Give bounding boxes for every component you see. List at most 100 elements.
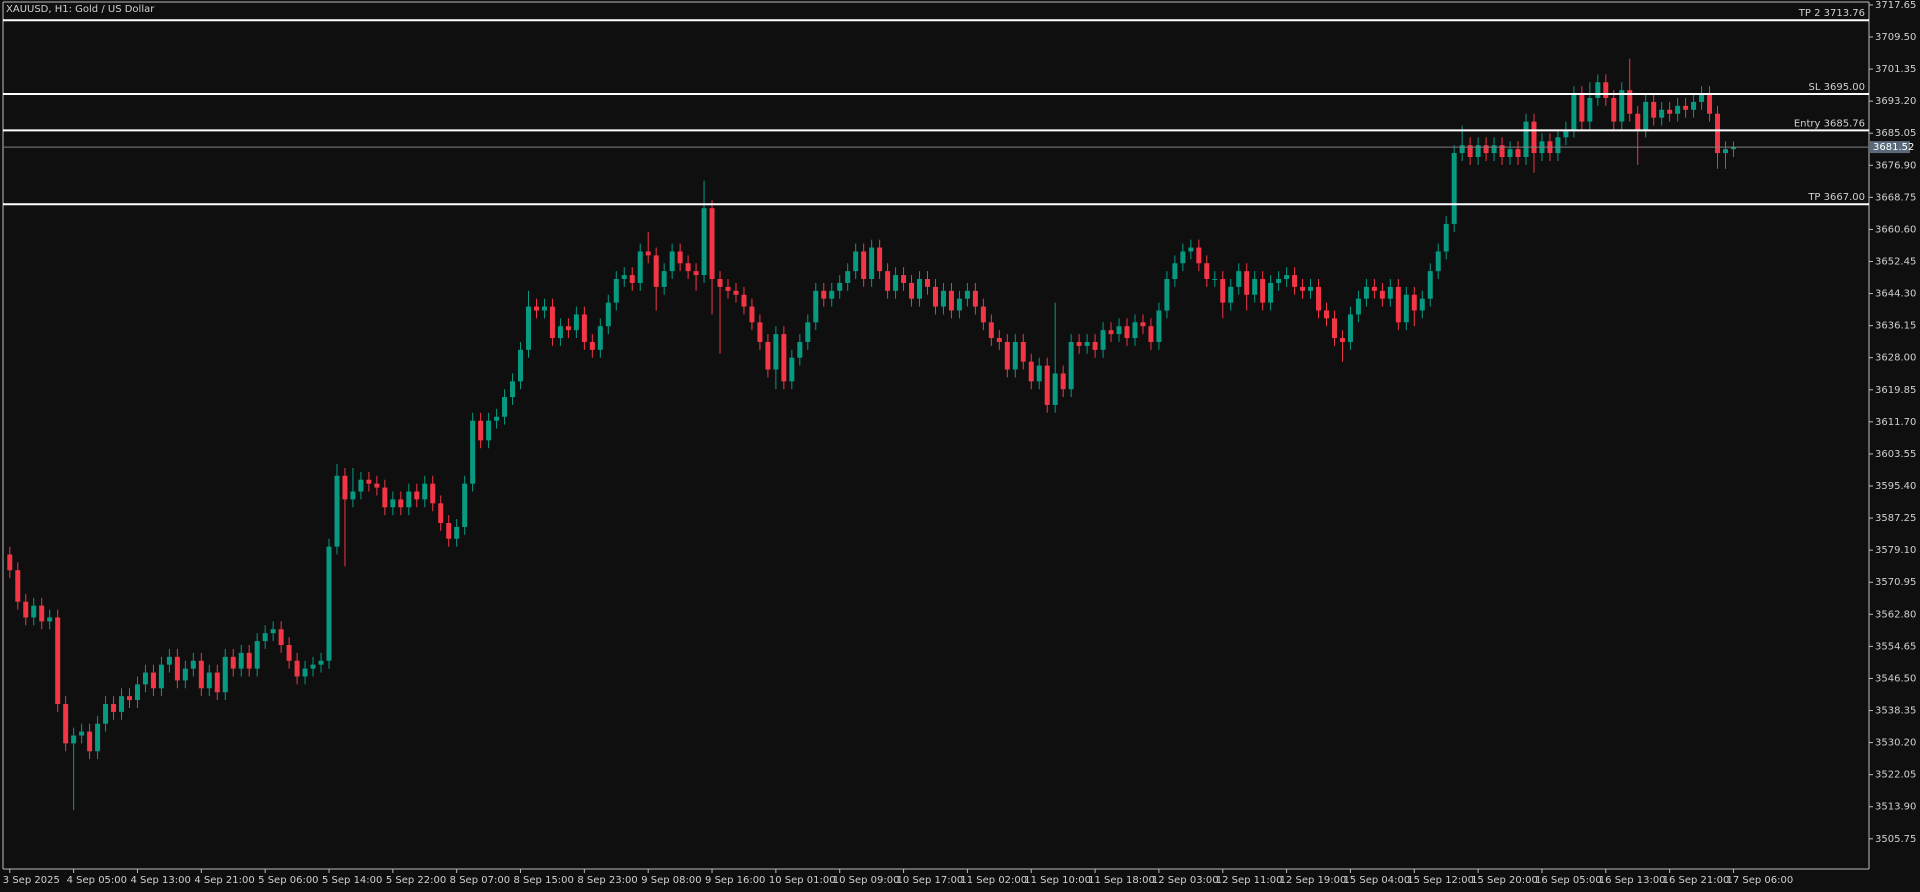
- candle-body: [1236, 271, 1242, 287]
- candle-body: [1475, 145, 1481, 158]
- candle-body: [597, 326, 603, 350]
- candle-body: [861, 251, 867, 280]
- x-tick-label: 8 Sep 15:00: [514, 875, 574, 886]
- x-tick-label: 11 Sep 02:00: [960, 875, 1027, 886]
- candle-body: [119, 696, 125, 712]
- candle-body: [1044, 365, 1050, 405]
- y-tick-label: 3619.85: [1875, 385, 1916, 396]
- candle-body: [1403, 294, 1409, 323]
- y-tick-label: 3693.20: [1875, 96, 1916, 107]
- x-tick-label: 4 Sep 21:00: [194, 875, 254, 886]
- candle-body: [1308, 286, 1314, 291]
- candle-body: [1300, 286, 1306, 291]
- candle-body: [494, 416, 500, 421]
- y-tick-label: 3636.15: [1875, 321, 1916, 332]
- candle-body: [797, 341, 803, 358]
- candle-body: [1355, 298, 1361, 315]
- candle-body: [486, 420, 492, 441]
- candle-body: [1339, 338, 1345, 342]
- y-tick-label: 3579.10: [1875, 545, 1916, 556]
- candle-body: [103, 704, 109, 724]
- candle-body: [1443, 223, 1449, 252]
- candle-body: [374, 483, 380, 488]
- candle-body: [948, 290, 954, 311]
- candle-body: [932, 286, 938, 307]
- candle-body: [1188, 247, 1194, 252]
- candle-body: [741, 294, 747, 307]
- candle-body: [1252, 279, 1258, 295]
- candle-body: [1220, 279, 1226, 303]
- candle-body: [1196, 247, 1202, 264]
- candle-body: [541, 306, 547, 311]
- candle-body: [1507, 149, 1513, 158]
- candle-body: [1124, 326, 1130, 339]
- candle-body: [1715, 113, 1721, 154]
- candle-body: [964, 290, 970, 299]
- candle-body: [134, 684, 140, 701]
- level-label: TP 3667.00: [1807, 192, 1865, 203]
- x-tick-label: 5 Sep 22:00: [386, 875, 446, 886]
- candle-body: [1611, 97, 1617, 122]
- candle-body: [1036, 365, 1042, 382]
- candle-body: [853, 251, 859, 272]
- x-tick-label: 15 Sep 04:00: [1343, 875, 1410, 886]
- y-tick-label: 3505.75: [1875, 834, 1916, 845]
- x-tick-label: 15 Sep 12:00: [1407, 875, 1474, 886]
- candle-body: [1276, 279, 1282, 283]
- candle-body: [533, 306, 539, 311]
- candle-body: [358, 479, 364, 492]
- candle-body: [1331, 318, 1337, 339]
- candle-body: [901, 275, 907, 283]
- y-tick-label: 3530.20: [1875, 738, 1916, 749]
- candle-body: [757, 322, 763, 342]
- y-tick-label: 3595.40: [1875, 481, 1916, 492]
- current-price-label: 3681.52: [1873, 142, 1914, 153]
- candle-body: [1012, 341, 1018, 370]
- candle-body: [71, 735, 77, 744]
- candle-body: [1148, 326, 1154, 342]
- candle-body: [1427, 271, 1433, 299]
- candle-body: [7, 554, 13, 571]
- candle-body: [1523, 121, 1529, 158]
- candle-body: [988, 322, 994, 339]
- candle-body: [589, 341, 595, 350]
- candle-body: [829, 290, 835, 299]
- candle-body: [1730, 147, 1736, 150]
- x-tick-label: 5 Sep 06:00: [258, 875, 318, 886]
- candle-body: [1531, 121, 1537, 154]
- candle-body: [470, 420, 476, 484]
- candle-body: [302, 668, 308, 677]
- candle-body: [262, 633, 268, 642]
- y-tick-label: 3644.30: [1875, 289, 1916, 300]
- candle-body: [238, 652, 244, 669]
- candle-body: [1004, 341, 1010, 370]
- candle-body: [789, 357, 795, 382]
- candle-body: [510, 381, 516, 398]
- candle-body: [653, 255, 659, 287]
- x-tick-label: 12 Sep 19:00: [1280, 875, 1347, 886]
- candle-body: [1635, 113, 1641, 130]
- candle-body: [286, 644, 292, 661]
- candle-body: [1555, 137, 1561, 154]
- candle-body: [1683, 105, 1689, 110]
- candle-body: [773, 334, 779, 370]
- candle-body: [1164, 279, 1170, 311]
- y-tick-label: 3522.05: [1875, 770, 1916, 781]
- candle-body: [1076, 341, 1082, 346]
- candle-body: [549, 306, 555, 339]
- candle-body: [725, 286, 731, 291]
- candle-body: [1204, 263, 1210, 280]
- candle-body: [837, 282, 843, 291]
- candle-body: [190, 660, 196, 669]
- y-tick-label: 3546.50: [1875, 673, 1916, 684]
- candle-body: [390, 499, 396, 508]
- candle-body: [158, 664, 164, 689]
- candle-body: [765, 341, 771, 370]
- candle-body: [1459, 145, 1465, 154]
- x-tick-label: 9 Sep 08:00: [641, 875, 701, 886]
- candle-body: [980, 306, 986, 323]
- x-tick-label: 4 Sep 13:00: [130, 875, 190, 886]
- candle-body: [1699, 94, 1705, 102]
- y-tick-label: 3513.90: [1875, 802, 1916, 813]
